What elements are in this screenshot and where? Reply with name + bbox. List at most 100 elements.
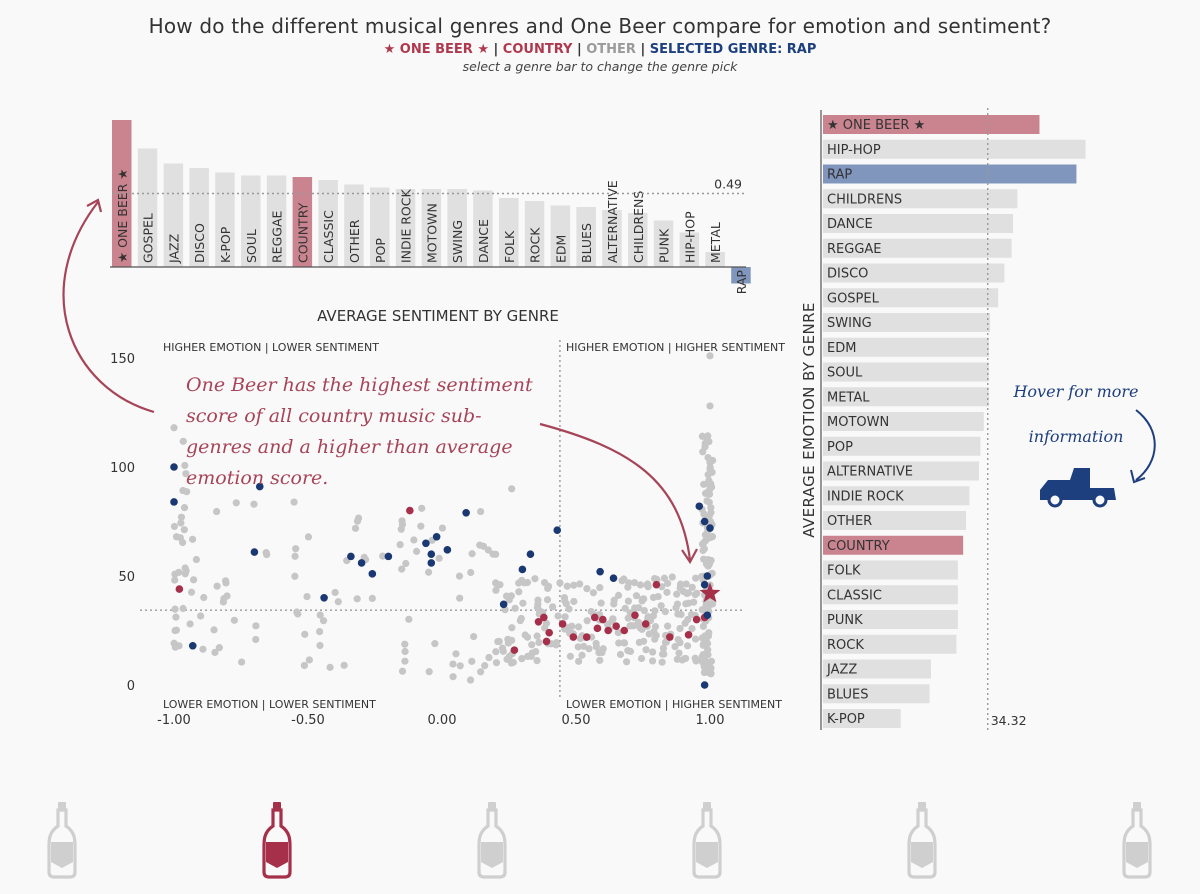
emotion-bar-pop[interactable] — [823, 436, 981, 456]
scatter-point-other[interactable] — [684, 615, 692, 624]
scatter-point-other[interactable] — [705, 481, 713, 489]
scatter-point-other[interactable] — [707, 657, 716, 665]
scatter-point-other[interactable] — [638, 595, 647, 603]
scatter-point-country[interactable] — [652, 580, 661, 589]
sentiment-bar-metal[interactable] — [705, 252, 725, 267]
scatter-point-other[interactable] — [596, 584, 604, 592]
scatter-point-other[interactable] — [570, 597, 578, 606]
scatter-point-other[interactable] — [200, 593, 208, 602]
scatter-point-other[interactable] — [635, 638, 643, 647]
scatter-point-other[interactable] — [564, 624, 572, 632]
scatter-point-other[interactable] — [515, 588, 523, 596]
scatter-point-other[interactable] — [479, 542, 488, 550]
scatter-point-selected[interactable] — [357, 559, 366, 567]
scatter-point-other[interactable] — [319, 617, 328, 625]
scatter-point-other[interactable] — [211, 648, 219, 656]
sentiment-bar-k-pop[interactable] — [215, 172, 235, 268]
scatter-point-other[interactable] — [435, 554, 443, 562]
scatter-point-other[interactable] — [658, 658, 666, 666]
scatter-point-other[interactable] — [398, 667, 407, 675]
scatter-point-other[interactable] — [449, 660, 457, 668]
scatter-point-other[interactable] — [700, 656, 708, 664]
scatter-point-other[interactable] — [456, 594, 464, 602]
scatter-point-other[interactable] — [688, 583, 696, 591]
emotion-bar-folk[interactable] — [823, 560, 958, 580]
scatter-point-other[interactable] — [230, 616, 238, 624]
scatter-point-other[interactable] — [290, 498, 298, 506]
scatter-point-other[interactable] — [424, 568, 433, 576]
scatter-point-other[interactable] — [468, 550, 476, 558]
scatter-point-other[interactable] — [505, 596, 513, 604]
scatter-point-country[interactable] — [510, 646, 519, 654]
scatter-point-other[interactable] — [706, 402, 714, 410]
scatter-point-other[interactable] — [351, 524, 360, 532]
scatter-point-other[interactable] — [699, 448, 707, 456]
scatter-point-other[interactable] — [182, 567, 190, 575]
scatter-point-other[interactable] — [467, 568, 475, 577]
scatter-point-other[interactable] — [638, 625, 646, 633]
emotion-bar-jazz[interactable] — [823, 659, 931, 679]
scatter-point-other[interactable] — [498, 644, 507, 652]
scatter-point-selected[interactable] — [427, 550, 436, 558]
scatter-point-other[interactable] — [688, 625, 696, 633]
scatter-point-other[interactable] — [186, 620, 194, 628]
scatter-point-other[interactable] — [620, 575, 628, 583]
sentiment-bar-childrens[interactable] — [628, 213, 648, 267]
scatter-point-other[interactable] — [170, 522, 179, 531]
scatter-point-other[interactable] — [263, 551, 271, 559]
scatter-point-other[interactable] — [651, 574, 659, 583]
scatter-point-other[interactable] — [673, 655, 681, 663]
scatter-point-selected[interactable] — [553, 526, 562, 535]
scatter-point-other[interactable] — [368, 594, 376, 602]
scatter-point-other[interactable] — [340, 661, 348, 669]
scatter-point-other[interactable] — [518, 576, 526, 585]
scatter-point-selected[interactable] — [703, 572, 712, 580]
scatter-point-other[interactable] — [508, 624, 516, 632]
scatter-point-other[interactable] — [531, 575, 539, 583]
scatter-point-country[interactable] — [540, 613, 548, 622]
scatter-point-country[interactable] — [641, 620, 650, 628]
scatter-point-other[interactable] — [353, 517, 362, 525]
scatter-point-other[interactable] — [597, 599, 605, 607]
emotion-bar-one-beer[interactable] — [823, 115, 1040, 134]
scatter-point-other[interactable] — [508, 485, 516, 493]
scatter-point-other[interactable] — [708, 533, 717, 541]
scatter-point-other[interactable] — [683, 642, 692, 650]
scatter-point-selected[interactable] — [499, 600, 508, 609]
scatter-point-selected[interactable] — [443, 546, 452, 554]
scatter-point-selected[interactable] — [422, 539, 430, 548]
scatter-point-other[interactable] — [477, 507, 485, 516]
beer-bottle-icon[interactable] — [47, 802, 77, 879]
scatter-point-other[interactable] — [544, 582, 553, 590]
scatter-point-other[interactable] — [700, 480, 708, 488]
scatter-point-other[interactable] — [631, 604, 639, 612]
scatter-point-other[interactable] — [533, 657, 541, 665]
scatter-point-other[interactable] — [301, 630, 309, 638]
sentiment-bar-gospel[interactable] — [137, 148, 158, 268]
beer-bottle-icon[interactable] — [477, 802, 507, 879]
emotion-bar-punk[interactable] — [823, 610, 958, 629]
scatter-point-other[interactable] — [293, 608, 301, 616]
scatter-point-country[interactable] — [692, 615, 701, 624]
scatter-point-other[interactable] — [706, 559, 714, 567]
scatter-point-country[interactable] — [631, 611, 639, 620]
scatter-point-other[interactable] — [648, 657, 657, 665]
scatter-point-other[interactable] — [614, 629, 622, 637]
scatter-point-other[interactable] — [171, 576, 179, 584]
scatter-point-other[interactable] — [589, 589, 598, 597]
scatter-point-other[interactable] — [177, 513, 186, 521]
scatter-point-country[interactable] — [175, 585, 184, 593]
sentiment-bar-swing[interactable] — [447, 189, 467, 267]
scatter-point-other[interactable] — [418, 504, 426, 512]
scatter-point-country[interactable] — [542, 637, 551, 646]
sentiment-bar-folk[interactable] — [499, 198, 519, 267]
scatter-point-other[interactable] — [706, 352, 714, 360]
scatter-point-other[interactable] — [706, 465, 714, 473]
scatter-point-other[interactable] — [570, 581, 578, 589]
scatter-point-other[interactable] — [595, 648, 603, 657]
scatter-point-other[interactable] — [563, 582, 571, 590]
scatter-point-other[interactable] — [574, 623, 583, 631]
scatter-point-other[interactable] — [326, 663, 334, 671]
scatter-point-other[interactable] — [552, 639, 561, 647]
scatter-point-other[interactable] — [620, 639, 629, 647]
